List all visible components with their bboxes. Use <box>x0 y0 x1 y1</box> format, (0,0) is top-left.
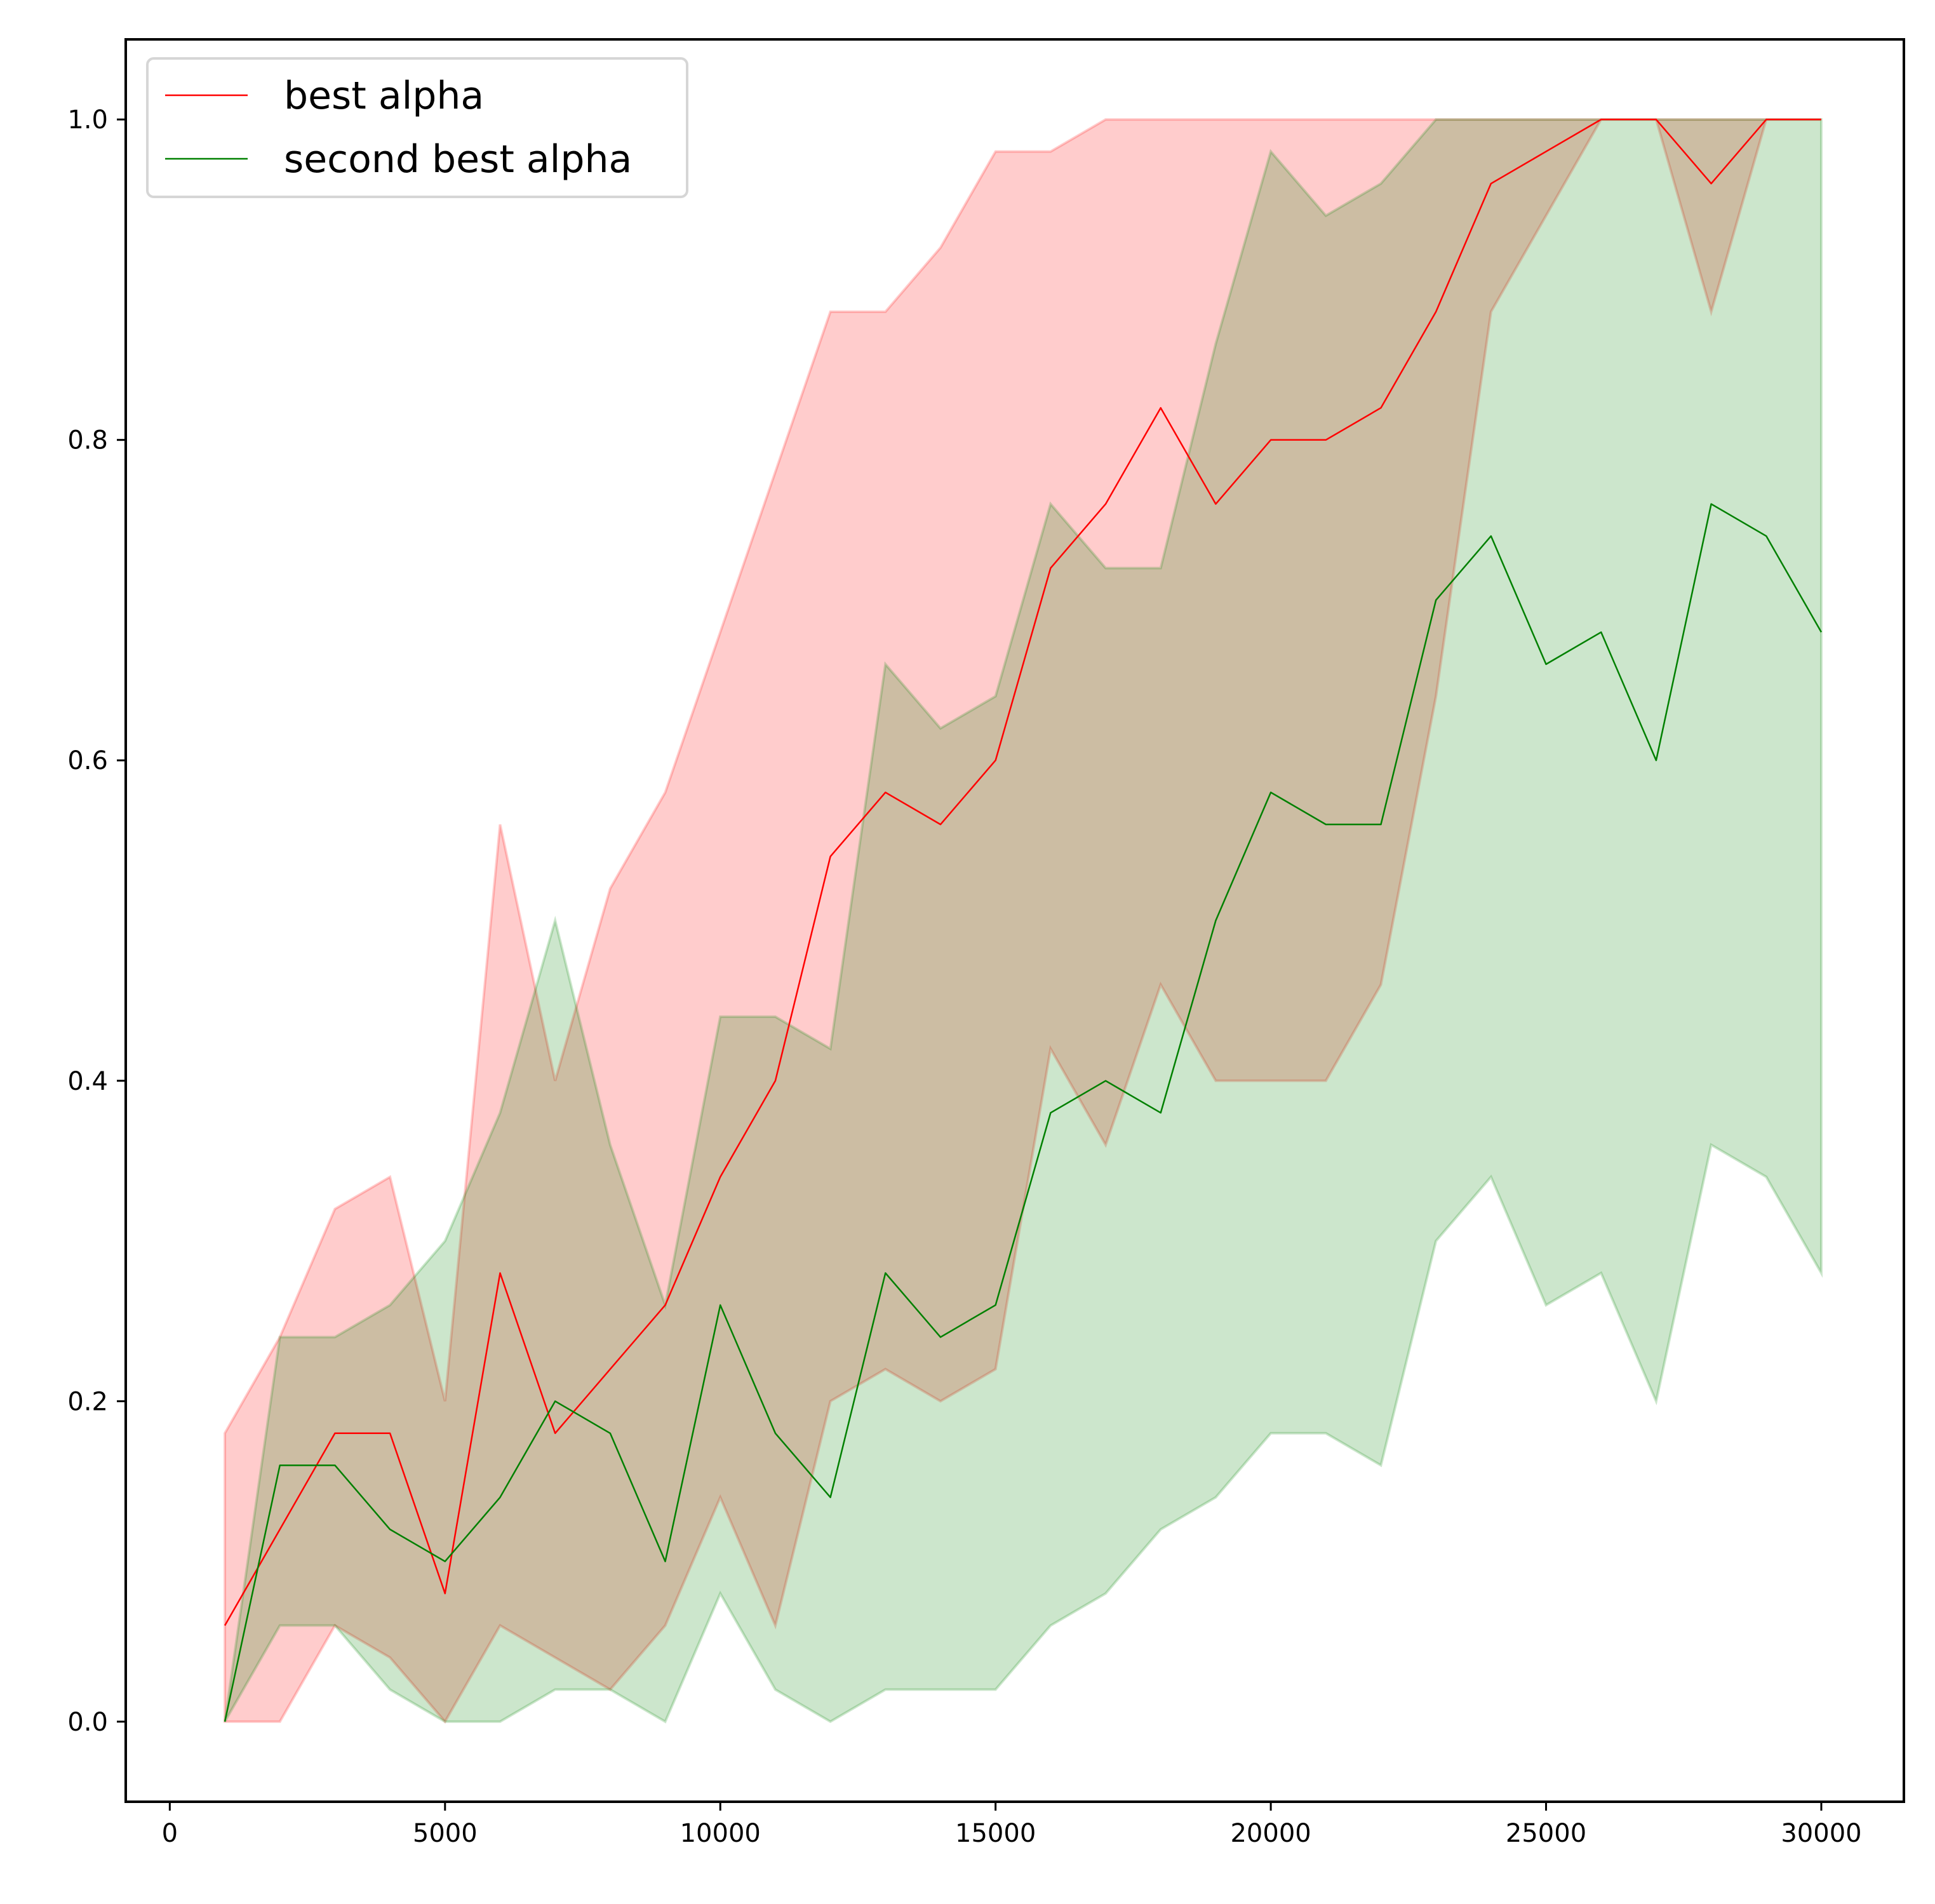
line-series-0 <box>224 118 1821 1626</box>
y-tick-label: 1.0 <box>67 105 108 135</box>
line-series-1 <box>224 503 1823 1722</box>
y-tick-label: 0.8 <box>67 426 108 455</box>
y-tick-label: 0.0 <box>67 1708 108 1737</box>
y-tick-label: 0.6 <box>67 746 108 775</box>
axes-frame <box>124 38 1905 1803</box>
x-tick-label: 25000 <box>1506 1819 1586 1848</box>
y-tick-label: 0.2 <box>67 1387 108 1416</box>
series-lines <box>224 118 1823 1722</box>
x-tick-label: 20000 <box>1230 1819 1311 1848</box>
legend-label-1: second best alpha <box>284 137 632 182</box>
band-series-1 <box>224 118 1823 1724</box>
x-tick-label: 0 <box>162 1819 178 1848</box>
legend-box <box>146 57 688 198</box>
x-tick-label: 15000 <box>955 1819 1036 1848</box>
legend: best alpha second best alpha <box>146 57 688 198</box>
axes: 0 5000 10000 15000 20000 25000 30000 0.0 0.2 0.4 0… <box>67 38 1905 1848</box>
x-tick-label: 30000 <box>1781 1819 1861 1848</box>
x-tick-label: 5000 <box>413 1819 478 1848</box>
y-tick-label: 0.4 <box>67 1067 108 1096</box>
legend-label-0: best alpha <box>284 74 484 118</box>
x-tick-label: 10000 <box>680 1819 761 1848</box>
